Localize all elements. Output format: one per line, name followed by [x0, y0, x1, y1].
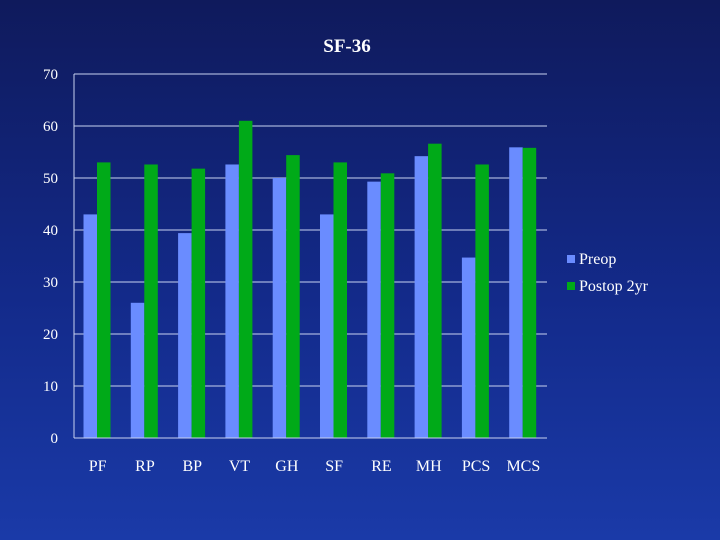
bar-postop-2yr-mcs — [522, 147, 537, 438]
bar-preop-mh — [414, 156, 429, 438]
legend-label-preop: Preop — [579, 251, 616, 268]
bar-preop-gh — [272, 178, 287, 438]
x-tick-label-pcs: PCS — [462, 458, 490, 475]
x-tick-label-gh: GH — [275, 458, 299, 475]
x-tick-label-rp: RP — [135, 458, 155, 475]
y-tick-label-60: 60 — [43, 119, 58, 135]
y-tick-label-10: 10 — [43, 379, 58, 395]
y-tick-label-30: 30 — [43, 275, 58, 291]
y-tick-label-40: 40 — [43, 223, 58, 239]
bar-preop-pcs — [461, 257, 476, 438]
bar-preop-bp — [178, 233, 192, 438]
y-tick-label-20: 20 — [43, 327, 58, 343]
bar-postop-2yr-re — [380, 173, 395, 438]
chart-title: SF-36 — [323, 36, 371, 57]
bar-postop-2yr-gh — [286, 155, 300, 438]
y-tick-label-0: 0 — [51, 431, 59, 447]
bar-preop-vt — [225, 164, 239, 439]
bar-preop-re — [367, 181, 381, 438]
bars — [83, 120, 537, 439]
legend: Preop Postop 2yr — [567, 251, 649, 295]
bar-postop-2yr-pcs — [475, 164, 489, 439]
x-tick-label-mh: MH — [416, 458, 442, 475]
bar-postop-2yr-mh — [428, 143, 442, 438]
y-tick-label-50: 50 — [43, 171, 58, 187]
legend-label-postop-2yr: Postop 2yr — [579, 278, 649, 295]
x-tick-label-re: RE — [371, 458, 391, 475]
y-tick-label-70: 70 — [43, 67, 58, 83]
bar-postop-2yr-bp — [191, 168, 206, 438]
x-tick-label-vt: VT — [229, 458, 251, 475]
bar-postop-2yr-sf — [333, 162, 347, 438]
bar-postop-2yr-pf — [97, 162, 111, 438]
x-tick-label-sf: SF — [325, 458, 343, 475]
bar-preop-mcs — [509, 147, 523, 438]
x-axis: PF RP BP VT GH SF RE MH PCS MCS — [74, 437, 547, 475]
x-tick-label-bp: BP — [182, 458, 202, 475]
bar-preop-rp — [130, 302, 145, 438]
bar-preop-pf — [83, 214, 97, 438]
x-tick-label-mcs: MCS — [506, 458, 540, 475]
legend-swatch-postop-2yr — [567, 282, 575, 290]
y-axis: 0 10 20 30 40 50 60 70 — [43, 67, 75, 447]
bar-preop-sf — [320, 214, 334, 438]
x-tick-label-pf: PF — [89, 458, 107, 475]
bar-postop-2yr-rp — [144, 164, 158, 439]
bar-postop-2yr-vt — [238, 120, 253, 439]
legend-swatch-preop — [567, 255, 575, 263]
